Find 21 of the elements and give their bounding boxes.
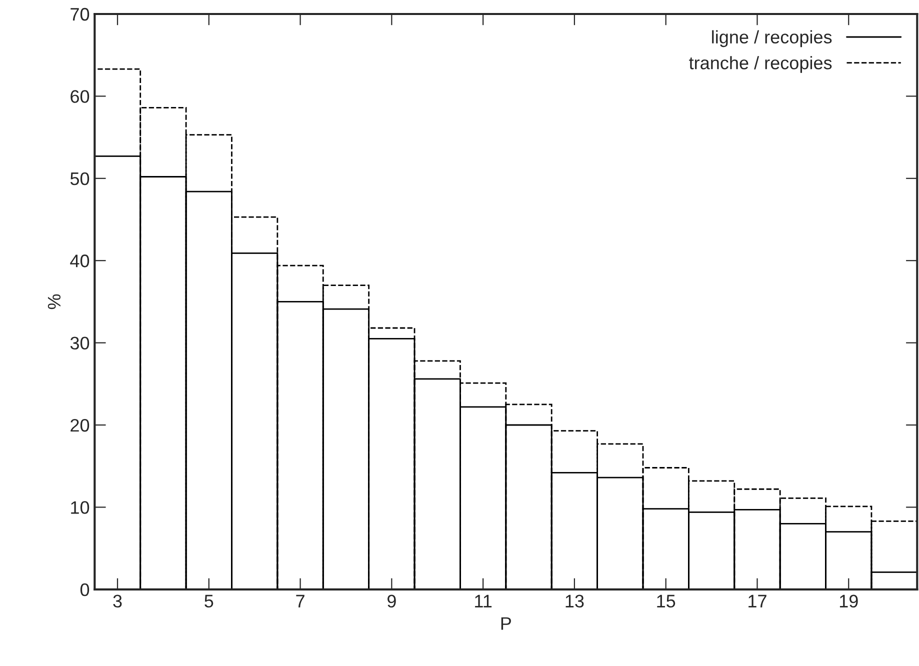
- legend-label: tranche / recopies: [689, 56, 832, 73]
- x-tick-label: 3: [113, 594, 122, 608]
- x-tick-label: 13: [566, 594, 584, 608]
- x-tick-label: 17: [748, 594, 766, 608]
- x-axis-title: P: [501, 617, 511, 630]
- y-tick-label: 30: [70, 336, 90, 350]
- y-tick-label: 10: [71, 501, 90, 514]
- legend-label: ligne / recopies: [712, 30, 832, 48]
- x-tick-label: 11: [475, 594, 492, 608]
- x-tick-label: 15: [657, 594, 676, 608]
- x-tick-label: 5: [204, 594, 214, 608]
- x-tick-label: 9: [388, 594, 396, 608]
- y-axis-title: %: [48, 294, 61, 310]
- x-tick-label: 7: [296, 594, 304, 608]
- y-tick-label: 20: [70, 418, 90, 432]
- y-tick-label: 40: [70, 254, 90, 268]
- y-tick-label: 0: [80, 583, 90, 596]
- y-tick-label: 50: [70, 172, 90, 186]
- y-tick-label: 60: [70, 90, 90, 103]
- x-tick-label: 19: [840, 594, 858, 608]
- y-tick-label: 70: [70, 8, 90, 21]
